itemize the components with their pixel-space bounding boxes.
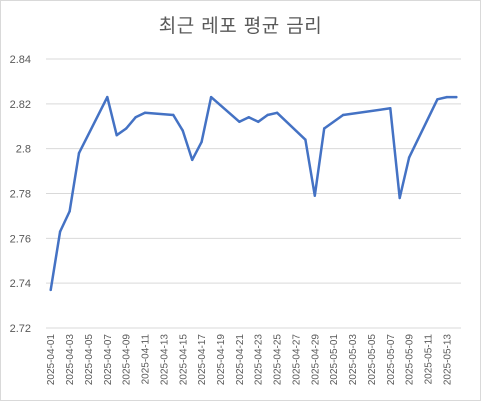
- data-point: [275, 111, 279, 115]
- data-point: [436, 98, 439, 101]
- x-tick-label: 2025-04-21: [235, 334, 246, 386]
- x-tick-label: 2025-04-13: [159, 334, 170, 386]
- x-tick-label: 2025-05-13: [442, 334, 453, 386]
- x-tick-label: 2025-04-15: [178, 334, 189, 386]
- x-tick-label: 2025-05-05: [367, 334, 378, 386]
- data-point: [389, 107, 392, 110]
- x-tick-label: 2025-05-09: [405, 334, 416, 386]
- data-point: [398, 196, 401, 200]
- data-point: [209, 95, 213, 99]
- data-point: [68, 210, 71, 213]
- data-point: [407, 156, 411, 159]
- y-tick-label: 2.76: [10, 233, 31, 245]
- x-tick-label: 2025-04-07: [103, 334, 114, 386]
- x-tick-label: 2025-04-05: [84, 334, 95, 386]
- data-point: [323, 127, 326, 130]
- data-point: [304, 138, 307, 141]
- data-point: [445, 95, 449, 99]
- data-point: [106, 95, 109, 99]
- x-tick-label: 2025-04-25: [273, 334, 284, 386]
- data-point: [172, 113, 175, 117]
- x-tick-label: 2025-04-09: [122, 334, 133, 386]
- data-point: [134, 116, 137, 119]
- data-point: [191, 158, 194, 162]
- data-point: [77, 151, 81, 155]
- data-point: [115, 134, 118, 137]
- data-point: [455, 95, 458, 99]
- x-tick-label: 2025-04-01: [46, 334, 57, 386]
- data-point: [49, 288, 52, 292]
- y-tick-label: 2.72: [10, 323, 31, 335]
- x-tick-label: 2025-04-29: [310, 334, 321, 386]
- x-tick-label: 2025-04-17: [197, 334, 208, 386]
- x-tick-label: 2025-04-11: [141, 334, 152, 385]
- data-point: [181, 129, 184, 132]
- x-tick-label: 2025-04-23: [254, 334, 265, 386]
- data-point: [58, 230, 62, 233]
- data-point: [125, 127, 128, 130]
- data-point: [257, 120, 260, 124]
- data-point: [313, 194, 316, 197]
- y-tick-label: 2.84: [10, 54, 31, 66]
- x-tick-label: 2025-05-11: [424, 334, 435, 385]
- data-point: [238, 120, 241, 124]
- data-point: [247, 116, 250, 119]
- x-tick-label: 2025-05-07: [386, 334, 397, 386]
- y-tick-label: 2.8: [16, 144, 31, 156]
- data-point: [200, 140, 203, 144]
- x-tick-label: 2025-04-19: [216, 334, 227, 386]
- x-tick-label: 2025-04-27: [291, 334, 302, 386]
- chart-title: 최근 레포 평균 금리: [158, 15, 323, 37]
- x-tick-label: 2025-05-01: [329, 334, 340, 386]
- data-point: [266, 113, 269, 117]
- x-tick-label: 2025-04-03: [65, 334, 76, 386]
- data-point: [143, 111, 147, 115]
- y-tick-label: 2.74: [10, 278, 31, 290]
- data-point: [341, 113, 345, 117]
- y-tick-label: 2.82: [10, 99, 31, 111]
- y-tick-label: 2.78: [10, 189, 31, 201]
- x-tick-label: 2025-05-03: [348, 334, 359, 386]
